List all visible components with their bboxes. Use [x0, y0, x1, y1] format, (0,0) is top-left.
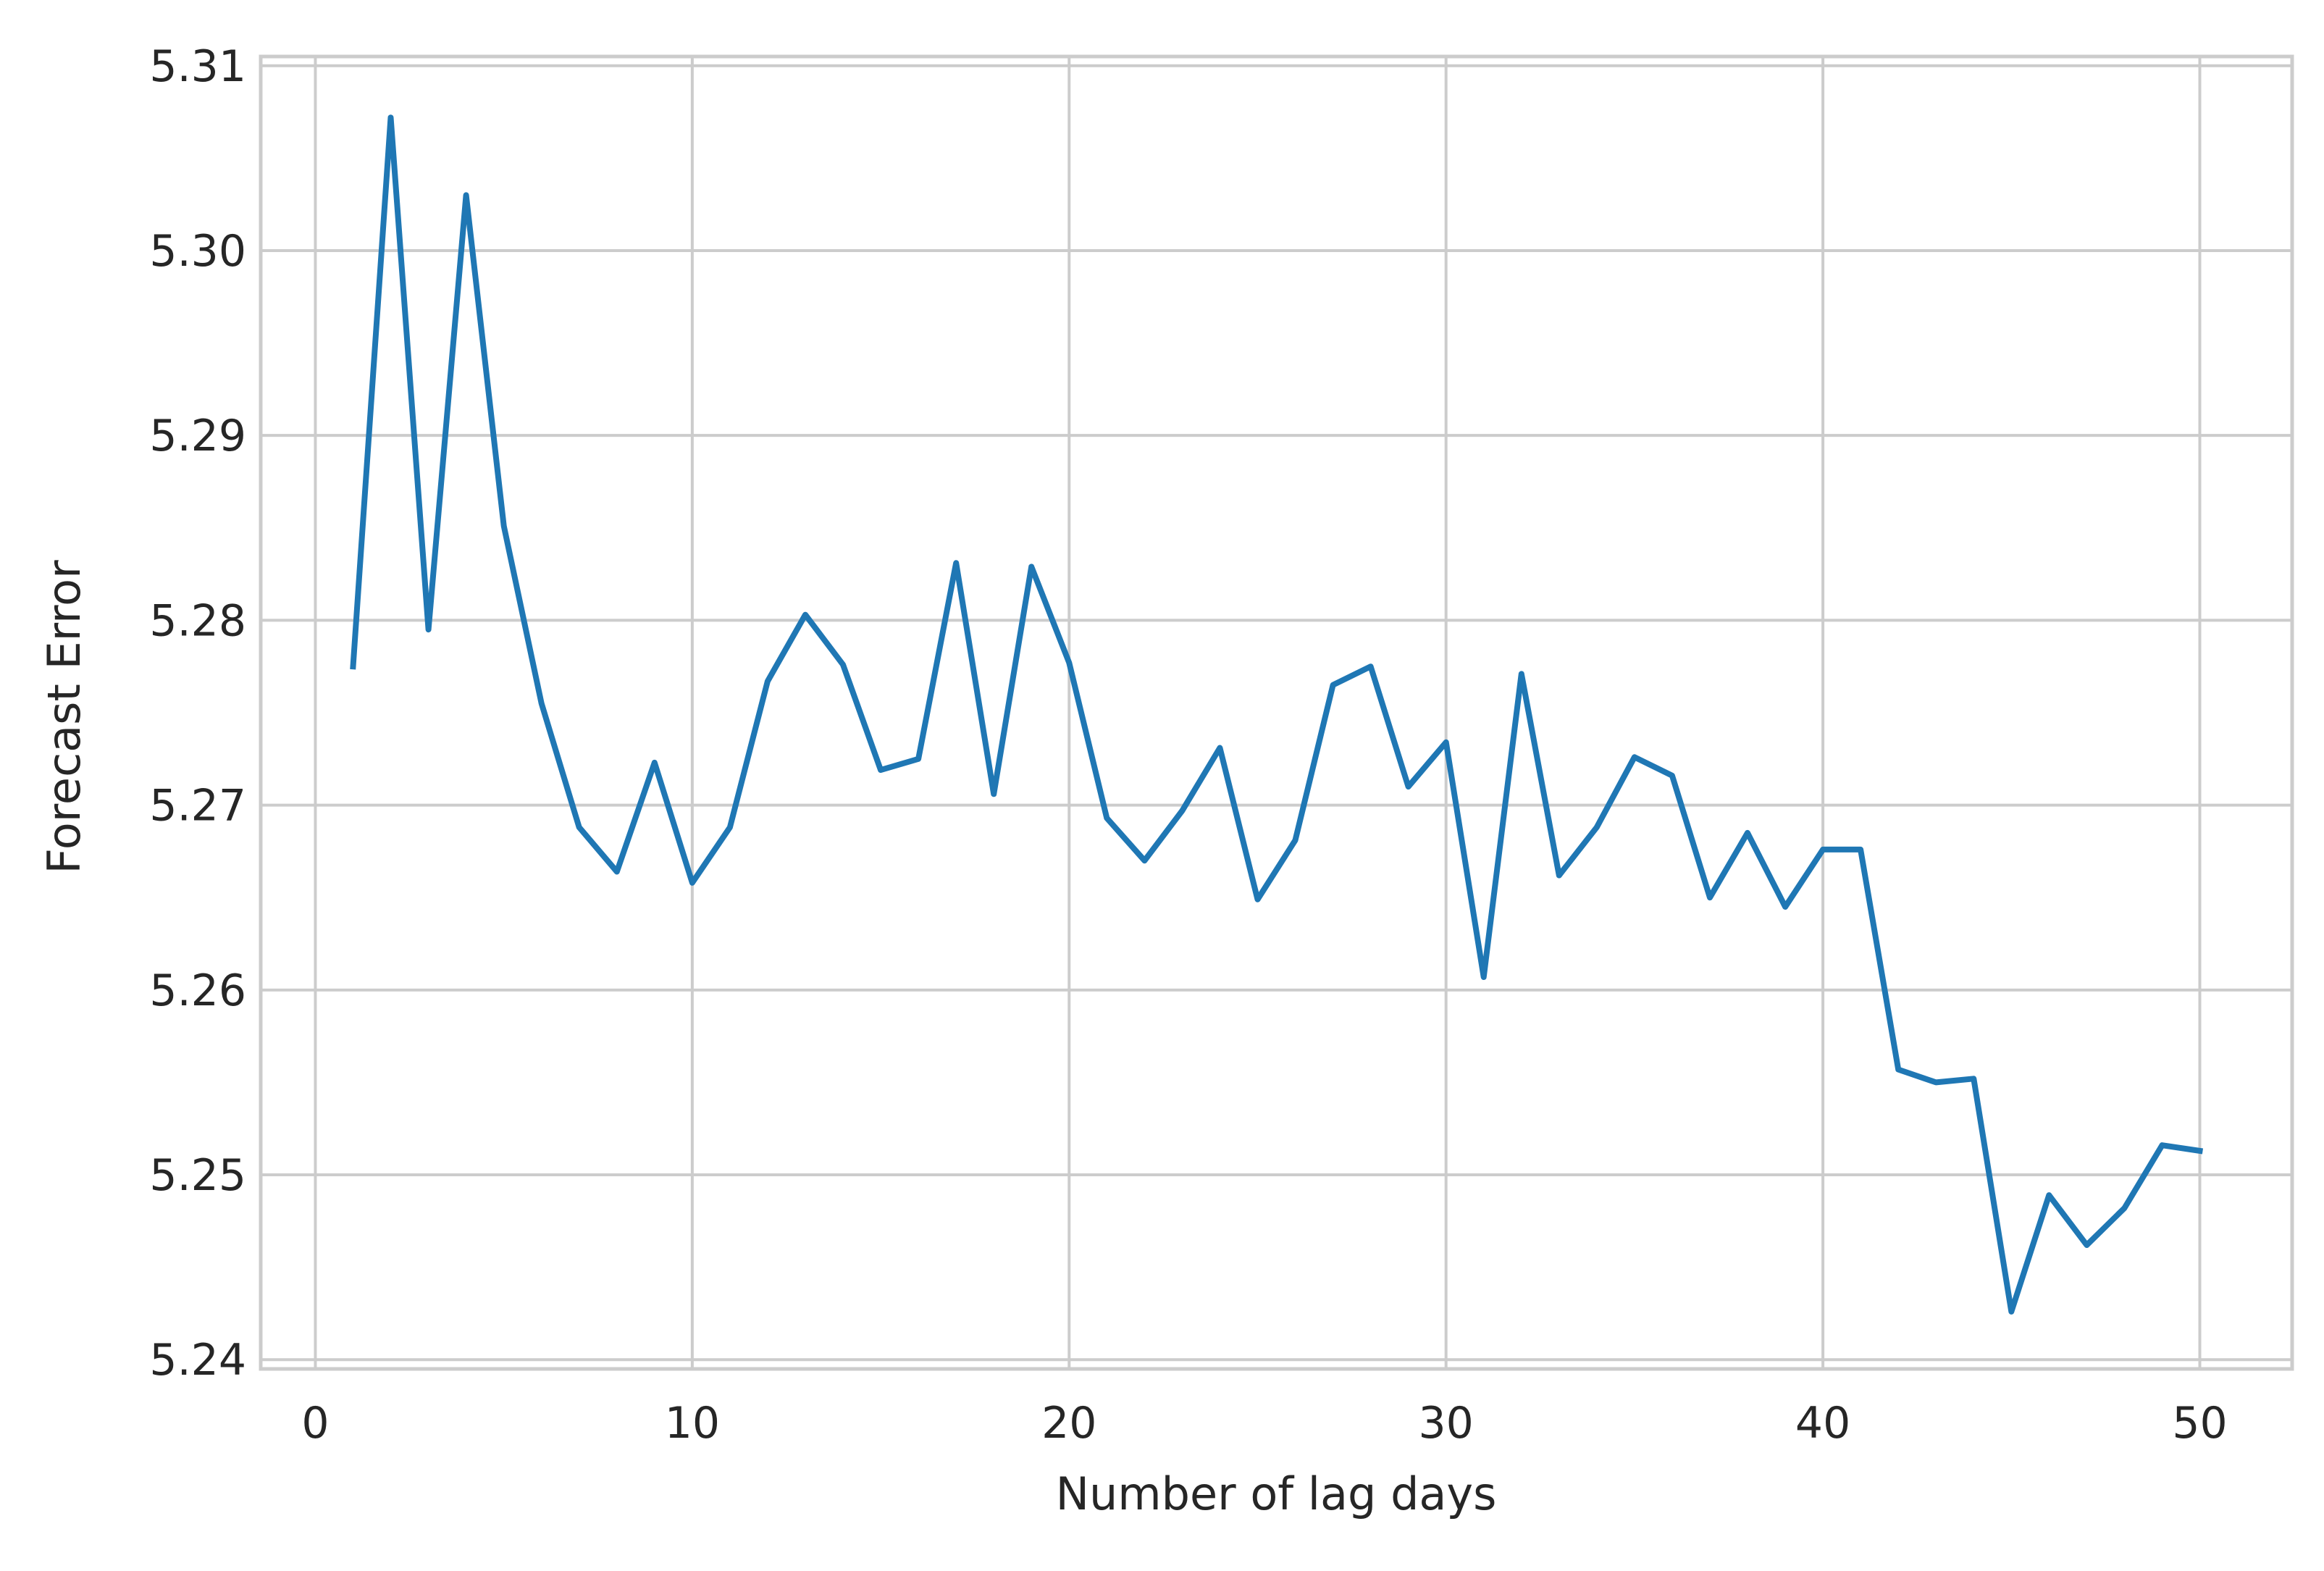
y-tick-label: 5.26: [149, 965, 246, 1016]
x-tick-label: 0: [301, 1398, 329, 1449]
y-tick-label: 5.27: [149, 781, 246, 831]
x-tick-label: 30: [1419, 1398, 1474, 1449]
y-tick-label: 5.30: [149, 226, 246, 277]
x-axis-ticks: 0 10 20 30 40 50: [301, 1398, 2227, 1449]
x-tick-label: 50: [2172, 1398, 2227, 1449]
y-tick-label: 5.25: [149, 1150, 246, 1201]
y-tick-label: 5.31: [149, 41, 246, 92]
grid: [261, 56, 2292, 1369]
plot-border: [259, 54, 2294, 1371]
series-line: [350, 114, 2204, 1315]
y-axis-label: Forecast Error: [38, 560, 91, 874]
series-layer: [350, 114, 2204, 1315]
x-tick-label: 40: [1795, 1398, 1850, 1449]
y-tick-label: 5.28: [149, 595, 246, 646]
plot-frame: [259, 54, 2294, 1371]
y-tick-label: 5.24: [149, 1335, 246, 1386]
x-tick-label: 20: [1041, 1398, 1096, 1449]
y-tick-label: 5.29: [149, 411, 246, 461]
x-axis-label: Number of lag days: [1056, 1467, 1497, 1520]
y-axis-ticks: 5.24 5.25 5.26 5.27 5.28 5.29 5.30 5.31: [149, 41, 246, 1386]
x-tick-label: 10: [665, 1398, 720, 1449]
